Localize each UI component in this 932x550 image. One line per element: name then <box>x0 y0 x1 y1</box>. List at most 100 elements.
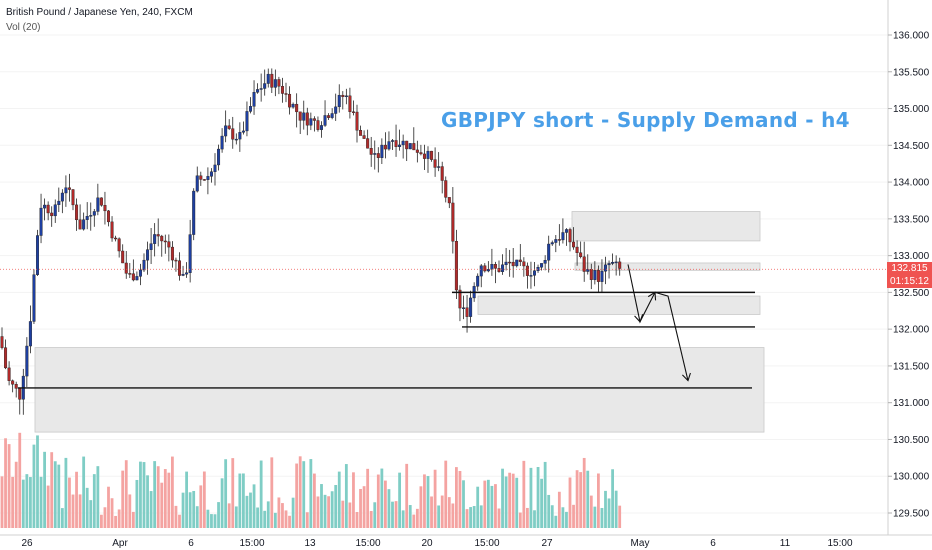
candle-body[interactable] <box>430 150 434 160</box>
candle-body[interactable] <box>32 274 36 322</box>
candle-body[interactable] <box>57 200 61 205</box>
candle-body[interactable] <box>575 246 579 253</box>
candle-body[interactable] <box>85 215 89 220</box>
candle-body[interactable] <box>426 150 430 159</box>
candle-body[interactable] <box>543 260 547 264</box>
candle-body[interactable] <box>99 197 103 206</box>
candle-body[interactable] <box>486 269 490 272</box>
candle-body[interactable] <box>156 234 160 237</box>
candle-body[interactable] <box>415 149 419 153</box>
candle-body[interactable] <box>529 275 533 277</box>
candle-body[interactable] <box>238 132 242 140</box>
candle-body[interactable] <box>405 140 409 150</box>
candle-body[interactable] <box>199 175 203 180</box>
candle-body[interactable] <box>18 388 22 400</box>
candle-body[interactable] <box>280 86 284 94</box>
candle-body[interactable] <box>170 246 174 261</box>
candle-body[interactable] <box>302 112 306 121</box>
candle-body[interactable] <box>557 239 561 241</box>
candle-body[interactable] <box>458 289 462 309</box>
candle-body[interactable] <box>114 237 118 240</box>
candle-body[interactable] <box>291 103 295 108</box>
candle-body[interactable] <box>380 144 384 158</box>
candle-body[interactable] <box>604 264 608 272</box>
candle-body[interactable] <box>444 180 448 198</box>
candle-body[interactable] <box>511 261 515 267</box>
candle-body[interactable] <box>220 135 224 150</box>
candle-body[interactable] <box>298 111 302 121</box>
candle-body[interactable] <box>355 111 359 131</box>
volume-indicator-label[interactable]: Vol (20) <box>6 22 41 33</box>
candle-body[interactable] <box>177 260 181 276</box>
candle-body[interactable] <box>309 118 313 126</box>
candle-body[interactable] <box>284 93 288 95</box>
candle-body[interactable] <box>320 125 324 130</box>
candle-body[interactable] <box>469 297 473 317</box>
candle-body[interactable] <box>408 143 412 150</box>
candle-body[interactable] <box>295 103 299 113</box>
candle-body[interactable] <box>515 259 519 267</box>
candle-body[interactable] <box>135 276 139 281</box>
candle-body[interactable] <box>600 271 604 282</box>
candle-body[interactable] <box>589 269 593 280</box>
candle-body[interactable] <box>611 261 615 264</box>
candle-body[interactable] <box>359 130 363 136</box>
candle-body[interactable] <box>483 265 487 272</box>
candle-body[interactable] <box>149 243 153 250</box>
candle-body[interactable] <box>0 336 4 348</box>
candle-body[interactable] <box>540 263 544 268</box>
candle-body[interactable] <box>110 221 114 239</box>
candle-body[interactable] <box>607 263 611 266</box>
candle-body[interactable] <box>479 265 483 277</box>
candle-body[interactable] <box>493 264 497 269</box>
candle-body[interactable] <box>231 128 235 140</box>
candle-body[interactable] <box>128 273 132 275</box>
candle-body[interactable] <box>46 204 50 214</box>
candle-body[interactable] <box>245 111 249 132</box>
candle-body[interactable] <box>437 166 441 168</box>
candle-body[interactable] <box>398 144 402 147</box>
candle-body[interactable] <box>525 265 529 276</box>
candle-body[interactable] <box>490 264 494 270</box>
candle-body[interactable] <box>53 204 57 217</box>
candle-body[interactable] <box>454 240 458 291</box>
candle-body[interactable] <box>391 140 395 142</box>
candle-body[interactable] <box>568 229 572 243</box>
candle-body[interactable] <box>518 259 522 262</box>
candle-body[interactable] <box>277 79 281 87</box>
candle-body[interactable] <box>50 212 54 217</box>
candle-body[interactable] <box>96 197 100 212</box>
candle-body[interactable] <box>451 202 455 242</box>
candle-body[interactable] <box>387 141 391 150</box>
candle-body[interactable] <box>273 79 277 88</box>
candle-body[interactable] <box>227 125 231 129</box>
candle-body[interactable] <box>248 106 252 112</box>
candle-body[interactable] <box>43 204 47 209</box>
candle-body[interactable] <box>504 261 508 266</box>
candle-body[interactable] <box>153 234 157 244</box>
candle-body[interactable] <box>217 148 221 166</box>
candle-body[interactable] <box>497 268 501 272</box>
candle-body[interactable] <box>209 171 213 177</box>
candle-body[interactable] <box>266 73 270 84</box>
candle-body[interactable] <box>117 238 121 252</box>
candle-body[interactable] <box>288 93 292 108</box>
candle-body[interactable] <box>181 273 185 276</box>
candle-body[interactable] <box>564 229 568 233</box>
candle-body[interactable] <box>572 241 576 248</box>
candle-body[interactable] <box>383 144 387 150</box>
candle-body[interactable] <box>252 92 256 107</box>
candle-body[interactable] <box>369 148 373 155</box>
candle-body[interactable] <box>440 166 444 181</box>
candle-body[interactable] <box>213 164 217 172</box>
candle-body[interactable] <box>234 138 238 141</box>
candle-body[interactable] <box>422 153 426 159</box>
candle-body[interactable] <box>305 112 309 126</box>
candle-body[interactable] <box>121 250 125 264</box>
candle-body[interactable] <box>241 130 245 133</box>
candle-body[interactable] <box>501 264 505 272</box>
candle-body[interactable] <box>71 189 75 206</box>
candle-body[interactable] <box>25 345 29 377</box>
candle-body[interactable] <box>78 219 82 230</box>
candle-body[interactable] <box>160 235 164 242</box>
